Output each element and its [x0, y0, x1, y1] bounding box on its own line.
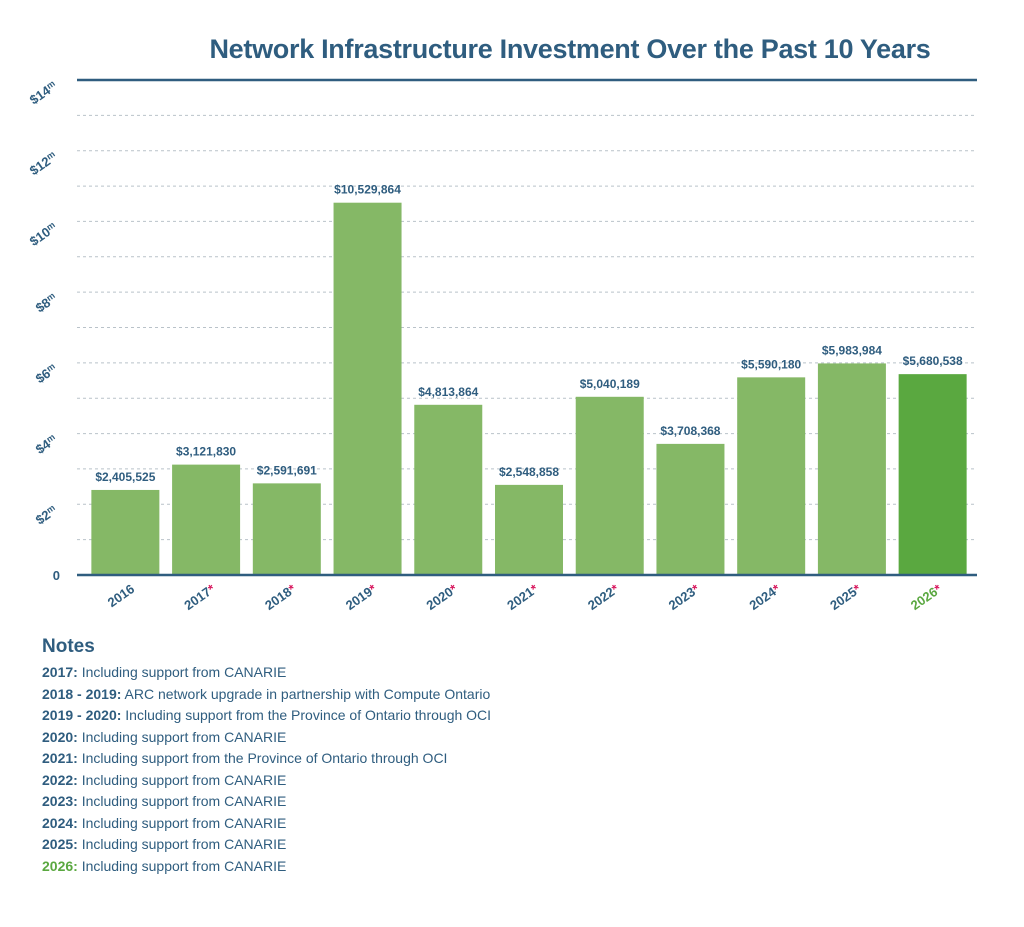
note-6: 2023: Including support from CANARIE: [42, 791, 491, 813]
value-label-2025: $5,983,984: [822, 343, 882, 357]
y-tick-label: $14m: [27, 78, 60, 107]
note-text: Including support from CANARIE: [77, 814, 287, 831]
note-text: Including support from CANARIE: [77, 728, 287, 745]
value-label-2020: $4,813,864: [418, 385, 478, 399]
note-3: 2020: Including support from CANARIE: [42, 727, 491, 749]
value-label-2018: $2,591,691: [257, 463, 317, 477]
note-year: 2022:: [42, 771, 78, 788]
bar-2024: [737, 377, 806, 575]
note-year: 2023:: [42, 793, 78, 809]
x-tick-label-2023: 2023*: [666, 581, 703, 613]
notes-list: 2017: Including support from CANARIE 2018…: [42, 662, 491, 877]
bar-2023: [656, 443, 725, 575]
bar-2017: [172, 464, 241, 575]
value-label-2022: $5,040,189: [580, 377, 640, 391]
note-year: 2019 - 2020:: [42, 707, 122, 723]
note-year: 2024:: [42, 814, 78, 831]
x-tick-label-2016: 2016: [105, 581, 137, 610]
note-text: Including support from the Province of O…: [121, 707, 492, 723]
note-7: 2024: Including support from CANARIE: [42, 813, 491, 835]
x-tick-label-2026: 2026*: [908, 581, 945, 613]
note-0: 2017: Including support from CANARIE: [42, 662, 491, 684]
y-tick-label: $12m: [27, 149, 60, 178]
value-label-2016: $2,405,525: [95, 470, 155, 484]
note-text: Including support from the Province of O…: [77, 750, 448, 766]
x-tick-label-2021: 2021*: [504, 581, 541, 613]
value-label-2017: $3,121,830: [176, 445, 236, 459]
y-tick-label: $10m: [27, 220, 60, 249]
note-1: 2018 - 2019: ARC network upgrade in part…: [42, 684, 491, 706]
note-year: 2021:: [42, 750, 78, 766]
value-label-2026: $5,680,538: [903, 354, 963, 368]
note-8: 2025: Including support from CANARIE: [42, 834, 491, 856]
note-text: Including support from CANARIE: [77, 857, 287, 874]
bar-2019: [333, 202, 402, 575]
y-tick-label: $2m: [33, 502, 60, 527]
note-text: ARC network upgrade in partnership with …: [121, 685, 491, 702]
value-label-2021: $2,548,858: [499, 465, 559, 479]
value-label-2019: $10,529,864: [334, 183, 401, 197]
bar-chart: $2,405,525 2016 $3,121,830 2017* $2,591,691 2…: [27, 78, 977, 613]
y-tick-label: $8m: [33, 290, 60, 315]
bar-2026: [898, 374, 967, 575]
bar-2018: [252, 483, 321, 575]
x-tick-label-2017: 2017*: [181, 581, 218, 613]
y-tick-label: $4m: [33, 432, 60, 457]
note-year: 2018 - 2019:: [42, 685, 122, 702]
bar-2021: [495, 484, 563, 575]
note-text: Including support from CANARIE: [77, 836, 287, 852]
y-tick-label: $6m: [33, 361, 60, 386]
bar-2022: [575, 396, 644, 575]
note-text: Including support from CANARIE: [77, 771, 287, 788]
note-year: 2026:: [42, 857, 78, 874]
note-5: 2022: Including support from CANARIE: [42, 770, 491, 792]
x-tick-label-2025: 2025*: [827, 581, 864, 613]
notes-heading: Notes: [42, 636, 95, 657]
note-year: 2017:: [42, 664, 78, 680]
chart-title: Network Infrastructure Investment Over t…: [209, 34, 931, 64]
x-tick-label-2024: 2024*: [746, 581, 783, 613]
note-year: 2020:: [42, 728, 78, 745]
note-9: 2026: Including support from CANARIE: [42, 856, 491, 878]
value-label-2024: $5,590,180: [741, 357, 801, 371]
note-2: 2019 - 2020: Including support from the …: [42, 705, 491, 727]
notes-section: Notes 2017: Including support from CANAR…: [42, 636, 491, 877]
x-tick-label-2022: 2022*: [585, 581, 622, 613]
bar-2025: [817, 363, 886, 575]
y-tick-label: 0: [53, 568, 60, 583]
bar-2016: [91, 489, 160, 575]
note-4: 2021: Including support from the Provinc…: [42, 748, 491, 770]
x-tick-label-2019: 2019*: [343, 581, 380, 613]
value-label-2023: $3,708,368: [660, 424, 720, 438]
x-tick-label-2018: 2018*: [262, 581, 299, 613]
note-text: Including support from CANARIE: [77, 664, 287, 680]
bar-2020: [414, 404, 483, 575]
note-text: Including support from CANARIE: [77, 793, 287, 809]
x-tick-label-2020: 2020*: [424, 581, 461, 613]
note-year: 2025:: [42, 836, 78, 852]
